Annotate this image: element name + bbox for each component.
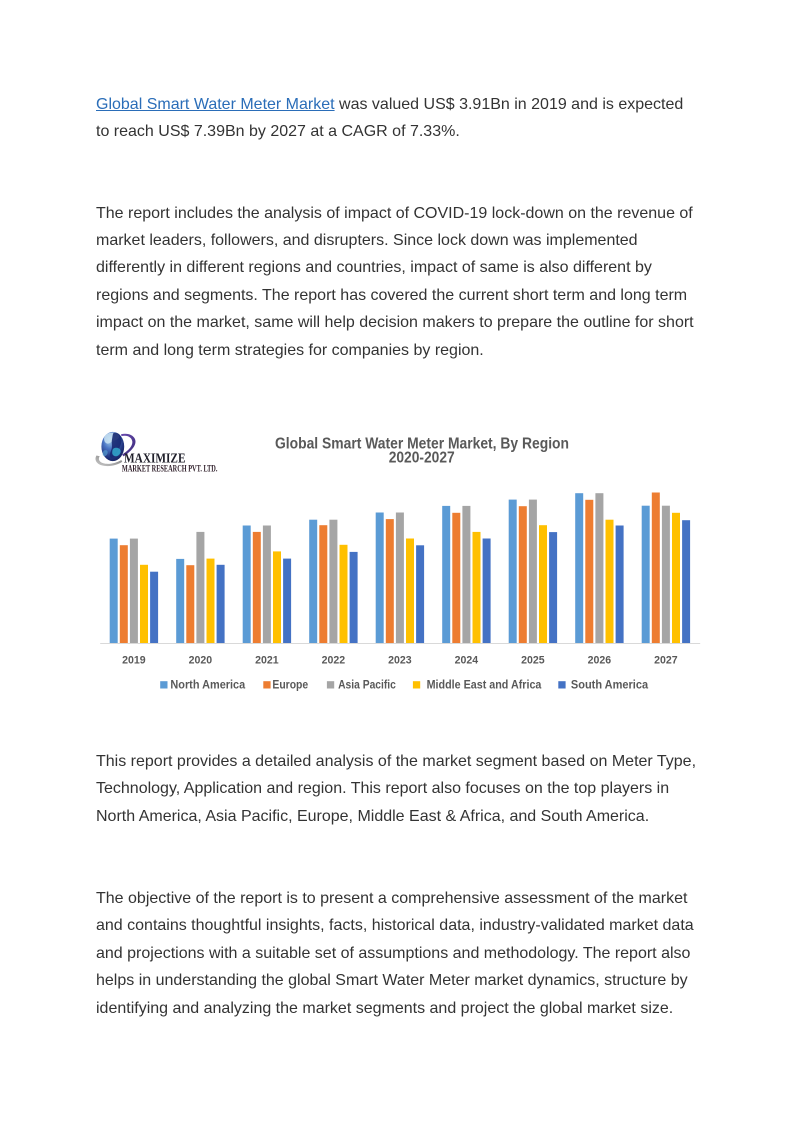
svg-text:Asia Pacific: Asia Pacific <box>338 677 396 691</box>
svg-text:MARKET RESEARCH PVT. LTD.: MARKET RESEARCH PVT. LTD. <box>122 464 217 474</box>
svg-text:Europe: Europe <box>272 677 308 691</box>
svg-text:2026: 2026 <box>588 654 612 666</box>
svg-text:2020-2027: 2020-2027 <box>389 450 455 467</box>
svg-text:2023: 2023 <box>388 654 412 666</box>
svg-text:North America: North America <box>170 677 245 691</box>
svg-text:2020: 2020 <box>189 654 213 666</box>
svg-text:2019: 2019 <box>122 654 146 666</box>
svg-text:Global Smart Water Meter Marke: Global Smart Water Meter Market, By Regi… <box>275 436 569 453</box>
svg-text:2022: 2022 <box>322 654 346 666</box>
svg-text:2021: 2021 <box>255 654 279 666</box>
svg-text:South America: South America <box>571 677 648 691</box>
svg-text:2024: 2024 <box>455 654 479 666</box>
svg-text:MAXIMIZE: MAXIMIZE <box>124 452 186 467</box>
svg-text:2027: 2027 <box>654 654 678 666</box>
svg-text:2025: 2025 <box>521 654 545 666</box>
svg-text:Middle East and Africa: Middle East and Africa <box>427 677 542 691</box>
